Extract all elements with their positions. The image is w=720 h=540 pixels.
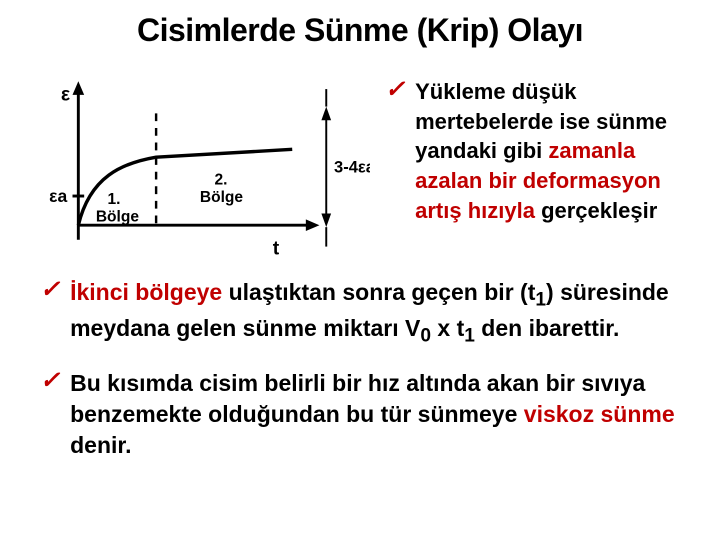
dim-arrow-top	[321, 107, 331, 121]
y-axis-label: ε	[61, 84, 70, 106]
dim-label: 3-4εa	[334, 158, 370, 177]
check-icon: ✓	[385, 77, 405, 103]
ea-label: εa	[49, 186, 67, 206]
region1-bot: Bölge	[96, 208, 140, 225]
chart-svg: ε t εa 1. Bölge 2. Bölge 3-4εa	[20, 57, 370, 267]
top-row: ε t εa 1. Bölge 2. Bölge 3-4εa ✓ Yükleme…	[0, 57, 720, 267]
bullet-3-text: Bu kısımda cisim belirli bir hız altında…	[70, 368, 685, 461]
region1-top: 1.	[108, 191, 121, 208]
x-axis-arrow	[306, 219, 320, 231]
y-axis-arrow	[73, 81, 85, 95]
dim-arrow-bot	[321, 214, 331, 228]
lower-bullets: ✓ İkinci bölgeye ulaştıktan sonra geçen …	[0, 267, 720, 461]
creep-chart: ε t εa 1. Bölge 2. Bölge 3-4εa	[20, 57, 370, 267]
region2-top: 2.	[214, 171, 227, 188]
check-icon: ✓	[40, 368, 60, 394]
region2-bot: Bölge	[200, 189, 244, 206]
bullet-2: ✓ İkinci bölgeye ulaştıktan sonra geçen …	[40, 277, 685, 350]
bullet-1: ✓ Yükleme düşük mertebelerde ise sünme y…	[370, 57, 700, 243]
bullet-2-text: İkinci bölgeye ulaştıktan sonra geçen bi…	[70, 277, 685, 350]
x-axis-label: t	[273, 237, 280, 259]
bullet-1-text: Yükleme düşük mertebelerde ise sünme yan…	[415, 77, 690, 225]
check-icon: ✓	[40, 277, 60, 303]
bullet-3: ✓ Bu kısımda cisim belirli bir hız altın…	[40, 368, 685, 461]
page-title: Cisimlerde Sünme (Krip) Olayı	[0, 0, 720, 57]
